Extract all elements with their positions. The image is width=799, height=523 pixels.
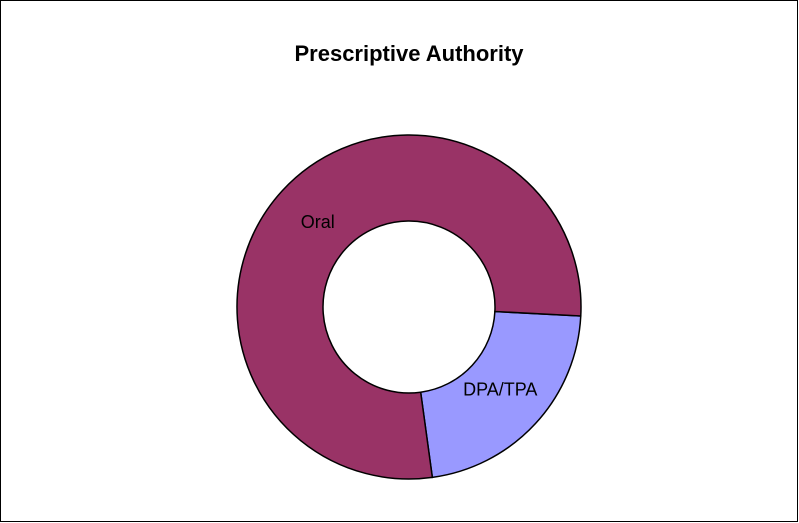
segment-label: Oral [301,212,335,232]
chart-title: Prescriptive Authority [294,41,524,66]
segment-label: DPA/TPA [463,380,537,400]
donut-segment [236,134,582,480]
donut-segment [419,310,582,479]
